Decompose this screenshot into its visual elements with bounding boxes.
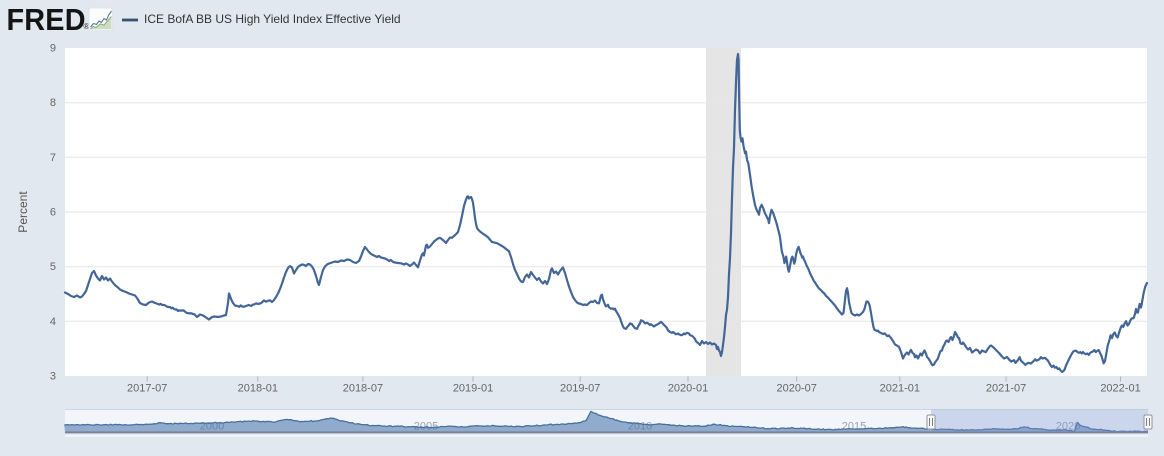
svg-text:8: 8: [50, 97, 56, 109]
svg-text:2019-01: 2019-01: [453, 383, 493, 395]
svg-text:5: 5: [50, 261, 56, 273]
svg-text:2018-01: 2018-01: [238, 383, 278, 395]
svg-text:®: ®: [84, 22, 90, 31]
svg-text:6: 6: [50, 207, 56, 219]
svg-text:4: 4: [50, 316, 56, 328]
svg-text:2017-07: 2017-07: [127, 383, 167, 395]
svg-text:2022-01: 2022-01: [1100, 383, 1140, 395]
svg-text:Percent: Percent: [16, 191, 30, 233]
svg-text:2021-01: 2021-01: [880, 383, 920, 395]
svg-text:2020-07: 2020-07: [777, 383, 817, 395]
svg-text:9: 9: [50, 43, 56, 55]
svg-text:ICE BofA BB US High Yield Inde: ICE BofA BB US High Yield Index Effectiv…: [144, 12, 401, 26]
svg-text:2018-07: 2018-07: [343, 383, 383, 395]
svg-text:2019-07: 2019-07: [560, 383, 600, 395]
svg-text:7: 7: [50, 152, 56, 164]
svg-text:2020-01: 2020-01: [668, 383, 708, 395]
svg-text:2021-07: 2021-07: [986, 383, 1026, 395]
svg-text:FRED: FRED: [7, 3, 86, 37]
svg-text:3: 3: [50, 371, 56, 383]
